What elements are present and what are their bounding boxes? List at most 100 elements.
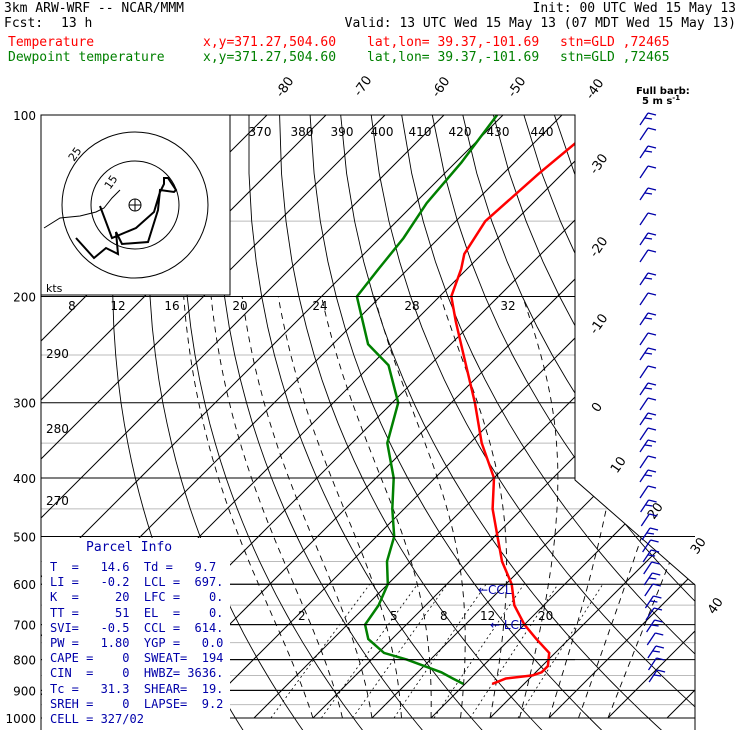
speed-tick-label: 24 xyxy=(312,299,327,313)
wind-barb xyxy=(639,439,657,453)
dry-adiabat xyxy=(615,115,695,730)
wind-barb xyxy=(639,249,657,263)
parcel-info-row: PW = 1.80 YGP = 0.0 xyxy=(50,636,224,650)
init-time: Init: 00 UTC Wed 15 May 13 xyxy=(532,1,737,16)
wind-barb xyxy=(639,232,657,246)
wind-barb xyxy=(645,607,663,621)
temperature-station: stn=GLD ,72465 xyxy=(560,35,670,50)
wind-barb xyxy=(639,312,657,326)
mixing-ratio-line xyxy=(469,583,559,719)
wind-barb xyxy=(639,412,657,426)
storm-motion-trace xyxy=(43,189,121,229)
wind-barb xyxy=(639,455,657,469)
wind-barb xyxy=(639,165,657,179)
pressure-label: 500 xyxy=(13,530,36,544)
isotherm-label: -40 xyxy=(583,76,607,102)
wind-barb xyxy=(640,499,657,513)
isotherm-label: 20 xyxy=(645,500,667,522)
mixing-ratio-line xyxy=(352,583,448,719)
speed-tick-label: 12 xyxy=(110,299,125,313)
isotherm xyxy=(41,115,445,719)
wind-barb xyxy=(643,561,660,575)
speed-tick-label: 8 xyxy=(68,299,76,313)
isotherm-label: -30 xyxy=(587,151,611,177)
parcel-info-row: CAPE = 0 SWEAT= 194 xyxy=(50,651,224,666)
lcl-marker: ← LCL xyxy=(490,618,526,632)
isotherm-label: -70 xyxy=(351,73,375,99)
forecast-label: Fcst: xyxy=(4,16,44,31)
parcel-info-row: CIN = 0 HWBZ= 3636. xyxy=(50,666,224,681)
isotherm xyxy=(548,115,695,719)
barb-legend-title: Full barb: xyxy=(636,86,690,97)
moist-adiabat xyxy=(439,296,508,719)
isotherm-label: -80 xyxy=(273,74,297,100)
dry-adiabat xyxy=(462,115,695,730)
isotherm xyxy=(666,115,695,719)
diagram-border xyxy=(41,114,696,730)
dry-adiabat xyxy=(584,115,695,730)
moist-adiabat xyxy=(607,296,695,719)
hodograph-ring-15 xyxy=(90,160,180,250)
wind-barb xyxy=(639,212,657,226)
theta-label: 290 xyxy=(46,347,69,361)
dry-adiabat xyxy=(340,115,663,730)
wind-barb xyxy=(639,292,657,306)
hodograph-trace xyxy=(75,177,178,260)
parcel-info-row: SVI= -0.5 CCL = 614. xyxy=(50,620,224,635)
isotherm xyxy=(430,115,695,719)
pressure-label: 1000 xyxy=(5,712,36,726)
theta-top-label: 370 xyxy=(249,125,272,139)
temperature-xy: x,y=371.27,504.60 xyxy=(203,35,337,50)
pressure-label: 600 xyxy=(13,578,36,592)
pressure-label: 900 xyxy=(13,684,36,698)
isotherm-label: 0 xyxy=(589,400,606,415)
parcel-info-row: CELL = 327/02 xyxy=(50,712,144,726)
isotherm-label: -60 xyxy=(429,74,453,100)
wind-barb xyxy=(639,469,657,483)
temperature-latlon: lat,lon= 39.37,-101.69 xyxy=(367,35,540,50)
dry-adiabat xyxy=(370,115,695,730)
wind-barb xyxy=(639,427,657,441)
wind-barb xyxy=(640,513,658,527)
hodograph-units: kts xyxy=(46,282,63,295)
wind-barb xyxy=(639,397,657,411)
dewpoint-legend: Dewpoint temperature xyxy=(8,50,165,65)
wind-barb xyxy=(646,632,664,646)
mixing-ratio-label: 8 xyxy=(440,609,448,623)
mixing-ratio-label: 12 xyxy=(480,609,495,623)
wind-barb xyxy=(639,382,657,396)
model-title: 3km ARW-WRF -- NCAR/MMM xyxy=(4,1,185,16)
theta-top-label: 440 xyxy=(531,125,554,139)
parcel-info-row: T = 14.6 Td = 9.7 xyxy=(50,560,217,574)
dry-adiabat xyxy=(492,115,695,730)
wind-barb xyxy=(639,187,657,201)
isotherm-label: 30 xyxy=(688,535,710,557)
theta-top-label: 380 xyxy=(291,125,314,139)
isotherm-label: -50 xyxy=(505,74,529,100)
dry-adiabat xyxy=(676,115,695,730)
dry-adiabat xyxy=(279,115,543,730)
pressure-label: 100 xyxy=(13,109,36,123)
pressure-label: 700 xyxy=(13,619,36,633)
parcel-info-row: Tc = 31.3 SHEAR= 19. xyxy=(50,681,224,696)
pressure-label: 300 xyxy=(13,397,36,411)
isotherm xyxy=(489,115,695,719)
wind-barb xyxy=(639,112,657,126)
parcel-info-title: Parcel Info xyxy=(86,540,173,555)
dry-adiabat xyxy=(215,115,424,730)
theta-top-label: 410 xyxy=(409,125,432,139)
mixing-ratio-line xyxy=(517,583,604,719)
theta-top-label: 420 xyxy=(449,125,472,139)
valid-time: Valid: 13 UTC Wed 15 May 13 (07 MDT Wed … xyxy=(344,16,736,31)
wind-barb xyxy=(644,595,662,609)
mixing-ratio-line xyxy=(321,583,418,719)
isotherm-label: 40 xyxy=(705,595,727,617)
dewpoint-profile xyxy=(355,115,499,686)
dry-adiabat xyxy=(645,115,695,730)
wind-barb xyxy=(642,549,660,563)
dry-adiabat xyxy=(309,115,603,730)
isotherm-label: 10 xyxy=(608,454,630,476)
parcel-info-panel: Parcel Info T = 14.6 Td = 9.7 LI = -0.2 L… xyxy=(42,538,230,730)
wind-barb xyxy=(639,332,657,346)
